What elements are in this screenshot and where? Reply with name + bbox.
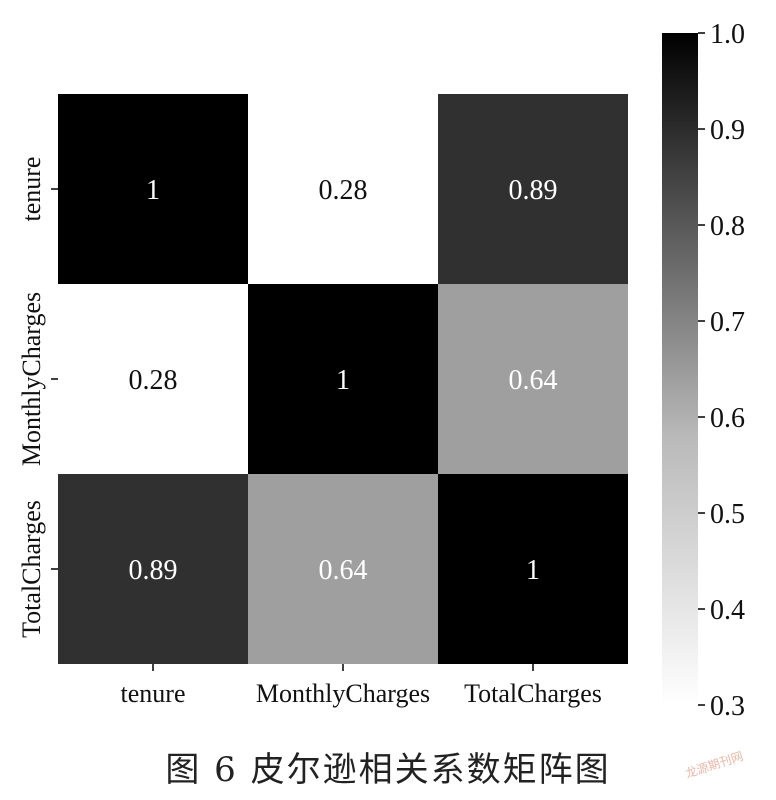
colorbar-tick-label: 0.4 [710, 595, 745, 626]
heatmap-cells [58, 94, 628, 664]
colorbar-tick-label: 0.3 [710, 691, 745, 722]
y-tick-labels: tenure MonthlyCharges TotalCharges [17, 157, 58, 638]
y-tick-label: tenure [17, 157, 46, 222]
heatmap-cell-0-1 [248, 94, 438, 284]
colorbar-tick-label: 1.0 [710, 19, 745, 50]
cell-annotation-2-1: 0.64 [319, 555, 368, 586]
figure-caption: 图 6 皮尔逊相关系数矩阵图 [165, 750, 611, 790]
heatmap-cell-1-1 [248, 284, 438, 474]
x-tick-label: TotalCharges [464, 679, 602, 708]
colorbar-tick-label: 0.7 [710, 307, 745, 338]
colorbar-tick-label: 0.9 [710, 115, 745, 146]
colorbar-gradient [662, 33, 698, 705]
colorbar-ticks: 1.0 0.9 0.8 0.7 0.6 0.5 0.4 0.3 [698, 19, 745, 722]
heatmap-cell-1-2 [438, 284, 628, 474]
heatmap-chart: 1 0.28 0.89 0.28 1 0.64 0.89 0.64 1 tenure Monthl… [17, 19, 745, 722]
cell-annotation-2-0: 0.89 [129, 555, 178, 586]
cell-annotation-2-2: 1 [526, 555, 540, 586]
cell-annotation-1-1: 1 [336, 365, 350, 396]
x-tick-label: MonthlyCharges [256, 679, 430, 708]
colorbar-tick-label: 0.6 [710, 403, 745, 434]
cell-annotation-0-0: 1 [146, 175, 160, 206]
heatmap-cell-0-0 [58, 94, 248, 284]
heatmap-cell-2-2 [438, 474, 628, 664]
cell-annotation-1-2: 0.64 [509, 365, 558, 396]
colorbar-tick-label: 0.5 [710, 499, 745, 530]
heatmap-cell-2-1 [248, 474, 438, 664]
cell-annotation-0-2: 0.89 [509, 175, 558, 206]
cell-annotation-1-0: 0.28 [129, 365, 178, 396]
y-tick-label: MonthlyCharges [17, 292, 46, 466]
heatmap-cell-2-0 [58, 474, 248, 664]
heatmap-cell-1-0 [58, 284, 248, 474]
heatmap-cell-0-2 [438, 94, 628, 284]
x-tick-label: tenure [121, 679, 186, 708]
heatmap-annotations: 1 0.28 0.89 0.28 1 0.64 0.89 0.64 1 [129, 175, 558, 586]
colorbar: 1.0 0.9 0.8 0.7 0.6 0.5 0.4 0.3 [662, 19, 745, 722]
x-tick-labels: tenure MonthlyCharges TotalCharges [121, 664, 602, 708]
cell-annotation-0-1: 0.28 [319, 175, 368, 206]
y-tick-label: TotalCharges [17, 500, 46, 638]
colorbar-tick-label: 0.8 [710, 211, 745, 242]
